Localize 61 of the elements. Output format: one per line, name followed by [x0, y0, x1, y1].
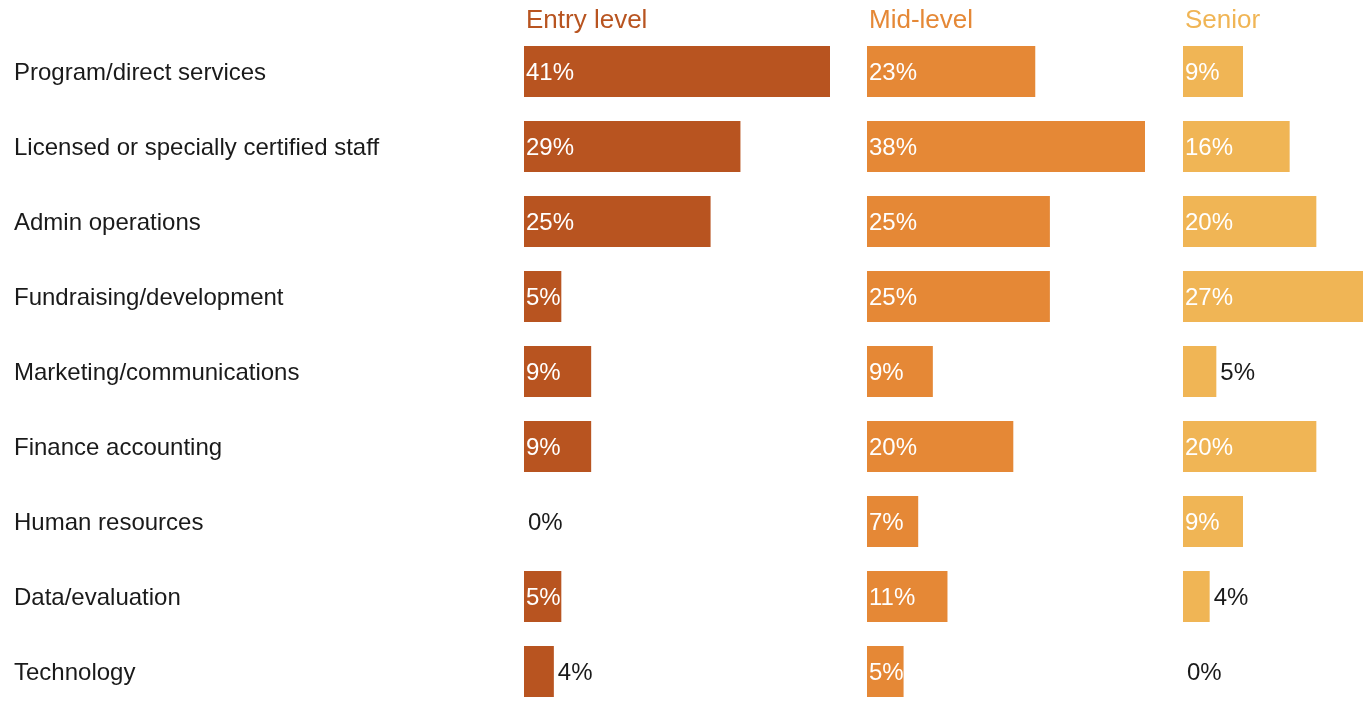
- bar: [524, 346, 592, 397]
- data-label: 9%: [526, 432, 561, 461]
- y-tick-label: Marketing/communications: [14, 357, 300, 385]
- bar: [867, 346, 933, 397]
- data-label: 9%: [1185, 57, 1220, 86]
- data-label: 4%: [557, 657, 593, 686]
- bar: [867, 571, 948, 622]
- bar: [524, 46, 830, 97]
- data-label: 5%: [526, 582, 561, 611]
- bar: [1183, 196, 1317, 247]
- data-label: 25%: [526, 207, 575, 236]
- bar: [1183, 121, 1290, 172]
- bar: [1183, 346, 1217, 397]
- data-label: 5%: [869, 657, 904, 686]
- bar: [1183, 46, 1243, 97]
- chart-title: Entry level: [526, 4, 648, 35]
- bar: [867, 496, 919, 547]
- data-label: 23%: [869, 57, 918, 86]
- data-label: 29%: [526, 132, 575, 161]
- data-label: 20%: [869, 432, 918, 461]
- data-label: 16%: [1185, 132, 1234, 161]
- bar: [1183, 421, 1317, 472]
- data-label: 4%: [1213, 582, 1249, 611]
- data-label: 25%: [869, 282, 918, 311]
- bar: [867, 421, 1014, 472]
- bar: [524, 646, 554, 697]
- data-label: 7%: [869, 507, 904, 536]
- data-label: 9%: [1185, 507, 1220, 536]
- chart-title: Senior: [1185, 4, 1261, 35]
- y-tick-label: Licensed or specially certified staff: [14, 132, 380, 160]
- y-tick-label: Data/evaluation: [14, 582, 181, 610]
- data-label: 20%: [1185, 432, 1234, 461]
- data-label: 38%: [869, 132, 918, 161]
- data-label: 25%: [869, 207, 918, 236]
- data-label: 5%: [526, 282, 561, 311]
- data-label: 27%: [1185, 282, 1234, 311]
- bar: [524, 196, 711, 247]
- bar: [867, 121, 1145, 172]
- bar: [867, 196, 1050, 247]
- data-label: 9%: [526, 357, 561, 386]
- bar: [524, 121, 741, 172]
- y-tick-label: Human resources: [14, 507, 204, 535]
- y-tick-label: Technology: [14, 657, 136, 685]
- data-label: 11%: [869, 582, 916, 611]
- data-label: 0%: [528, 507, 563, 536]
- chart-title: Mid-level: [869, 4, 974, 35]
- data-label: 9%: [869, 357, 904, 386]
- bar: [1183, 571, 1210, 622]
- data-label: 0%: [1187, 657, 1222, 686]
- y-tick-label: Finance accounting: [14, 432, 223, 460]
- y-tick-label: Fundraising/development: [14, 282, 284, 310]
- bar: [1183, 271, 1363, 322]
- data-label: 41%: [526, 57, 575, 86]
- bar: [524, 421, 592, 472]
- bar: [1183, 496, 1243, 547]
- y-tick-label: Admin operations: [14, 207, 201, 235]
- bar: [867, 271, 1050, 322]
- y-tick-label: Program/direct services: [14, 57, 267, 85]
- bar: [867, 46, 1036, 97]
- data-label: 5%: [1220, 357, 1256, 386]
- data-label: 20%: [1185, 207, 1234, 236]
